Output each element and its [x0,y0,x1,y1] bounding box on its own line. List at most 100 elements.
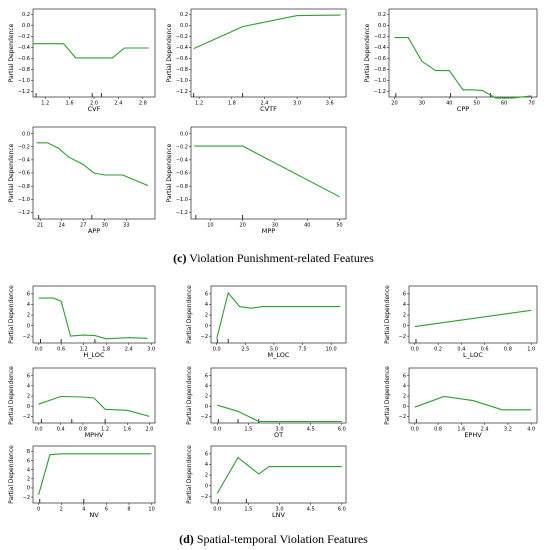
x-tick-label: 0.0 [411,347,419,353]
y-tick-label: −0.2 [176,34,188,40]
y-axis-label: Partial Dependence [186,445,193,504]
x-tick-label: 4.5 [307,427,315,433]
pd-line-nv [38,453,152,495]
y-tick-label: −0.4 [374,45,386,51]
y-tick-label: −0.8 [176,67,188,73]
y-tick-label: −0.4 [18,158,30,164]
x-tick-label: 6.0 [338,507,346,513]
y-tick-label: −0.8 [176,184,188,190]
y-tick-label: 8 [27,449,30,455]
chart-ephv: 6 4 2 0 −2 0.0 0.8 1.6 2.4 3.2 4.0 EPHV Partial Depe… [384,366,538,439]
plot-frame [210,445,347,504]
y-tick-label: 4 [403,384,406,390]
y-axis-label: Partial Dependence [8,143,15,202]
caption-c-letter: (c) [173,251,187,265]
x-tick-label: 6.0 [338,427,346,433]
pd-line-lloc [414,309,532,328]
y-tick-label: 0 [27,404,30,410]
x-tick-label: 1.2 [101,427,109,433]
y-tick-label: 6 [27,292,30,298]
y-tick-label: 6 [205,373,208,379]
y-tick-label: −0.8 [374,67,386,73]
chart-cpp: 0.2 0.0 −0.2 −0.4 −0.6 −0.8 −1.0 −1.2 20 30 40 50 60… [364,8,538,113]
y-tick-label: 2 [403,313,406,319]
x-tick-label: 4.0 [527,427,535,433]
y-tick-label: 2 [205,313,208,319]
y-tick-label: 4 [27,467,30,473]
y-tick-label: −2 [23,495,30,501]
y-axis-label: Partial Dependence [8,285,15,344]
y-tick-label: −0.2 [18,34,30,40]
x-tick-label: 20 [391,101,397,107]
y-tick-label: 4 [403,302,406,308]
x-tick-label: 0.6 [481,347,489,353]
y-tick-label: 2 [27,394,30,400]
plot-frame [190,126,347,220]
x-tick-label: 0.2 [434,347,442,353]
x-tick-label: 33 [123,223,129,229]
y-tick-label: 4 [27,302,30,308]
pd-line-cvtf [193,14,341,50]
x-axis-label: H_LOC [83,351,105,359]
plot-frame [210,285,347,344]
x-tick-label: 27 [80,223,86,229]
y-tick-label: −0.6 [176,56,188,62]
y-axis-label: Partial Dependence [8,366,15,425]
y-tick-label: −2 [23,334,30,340]
y-tick-label: 6 [403,292,406,298]
y-tick-label: 4 [27,384,30,390]
pd-line-mphv [38,395,150,417]
y-tick-label: −1.2 [176,89,188,95]
x-tick-label: 3.0 [147,347,155,353]
x-tick-label: 30 [102,223,108,229]
y-tick-label: −1.0 [18,78,30,84]
x-tick-label: 1.8 [102,347,110,353]
y-tick-label: −1.0 [176,78,188,84]
x-tick-label: 0.4 [457,347,465,353]
y-tick-label: 6 [27,373,30,379]
y-tick-label: 6 [403,373,406,379]
x-tick-label: 70 [528,101,534,107]
y-tick-label: −0.6 [176,171,188,177]
plot-frame [210,367,347,424]
y-tick-label: −0.4 [18,45,30,51]
y-tick-label: 0.0 [22,23,30,29]
y-tick-label: 4 [205,302,208,308]
chart-nv: 8 6 4 2 0 −2 0 2 4 6 8 10 NV Partial Dependence [8,445,156,519]
plot-frame [408,367,538,424]
y-tick-label: −1.0 [18,197,30,203]
pd-line-mpp [194,145,340,198]
y-tick-label: 0 [27,323,30,329]
x-tick-label: 30 [272,223,278,229]
x-tick-label: 3.0 [293,101,301,107]
y-tick-label: −0.4 [176,45,188,51]
x-tick-label: 20 [239,223,245,229]
x-tick-label: 1.0 [527,347,535,353]
y-tick-label: −0.4 [176,158,188,164]
x-tick-label: 0.0 [411,427,419,433]
y-tick-label: −0.8 [18,184,30,190]
x-tick-label: 0.8 [504,347,512,353]
x-tick-label: 2.0 [90,101,98,107]
chart-lloc: 6 4 2 0 −2 0.0 0.2 0.4 0.6 0.8 1.0 L_LOC Partial Dep… [384,285,538,359]
y-tick-label: −0.2 [374,34,386,40]
x-tick-label: 5.0 [270,347,278,353]
plot-frame [32,367,156,424]
x-axis-label: APP [88,227,100,235]
x-tick-label: 3.6 [326,101,334,107]
x-tick-label: 30 [419,101,425,107]
x-tick-label: 2.5 [241,347,249,353]
y-axis-label: Partial Dependence [8,23,15,82]
y-axis-label: Partial Dependence [186,285,193,344]
x-tick-label: 4.5 [307,507,315,513]
y-tick-label: −2 [23,414,30,420]
x-tick-label: 0.0 [213,347,221,353]
caption-d: (d) Spatial-temporal Violation Features [0,532,547,547]
x-tick-label: 2.4 [114,101,122,107]
x-tick-label: 1.6 [66,101,74,107]
x-axis-label: MPHV [85,431,104,439]
plot-frame [32,285,156,344]
y-tick-label: 0.2 [180,12,188,18]
y-tick-label: 6 [205,452,208,458]
pd-line-cvf [33,43,149,59]
